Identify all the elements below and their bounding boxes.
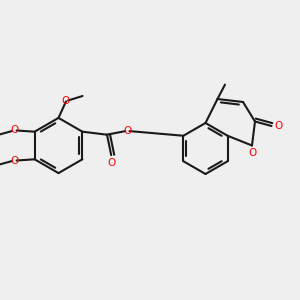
Text: O: O (62, 96, 70, 106)
Text: O: O (248, 148, 257, 158)
Text: O: O (123, 126, 131, 136)
Text: O: O (107, 158, 115, 168)
Text: O: O (10, 155, 18, 166)
Text: O: O (274, 121, 283, 131)
Text: O: O (10, 125, 18, 136)
